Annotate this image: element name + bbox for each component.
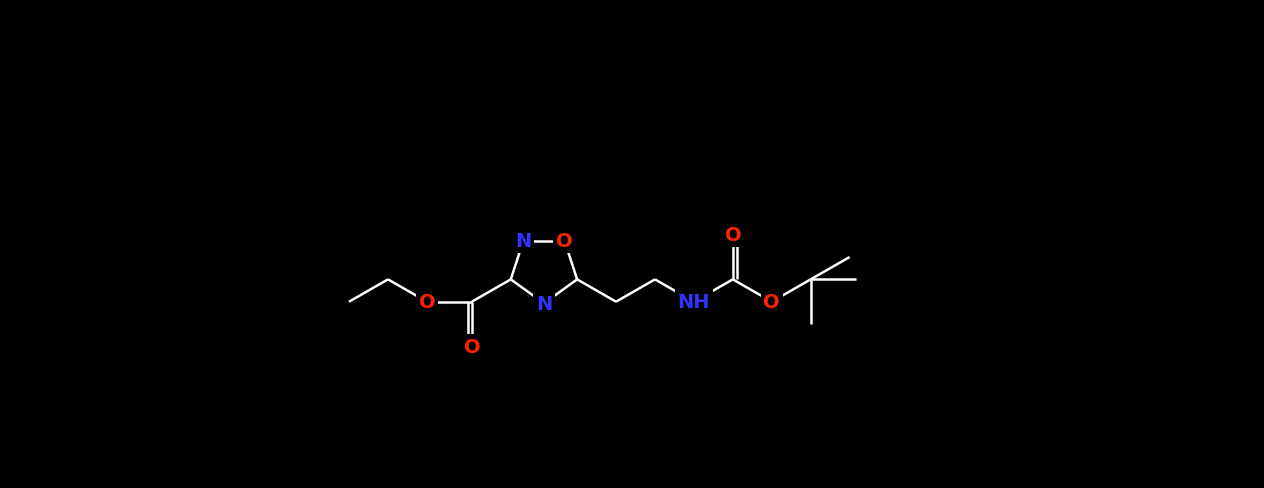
Text: O: O	[763, 293, 780, 311]
Text: O: O	[724, 226, 741, 244]
Text: O: O	[556, 232, 573, 251]
Text: N: N	[516, 232, 532, 251]
Text: NH: NH	[678, 293, 710, 311]
Text: N: N	[536, 294, 552, 313]
Text: O: O	[464, 337, 480, 356]
Text: O: O	[418, 293, 435, 311]
